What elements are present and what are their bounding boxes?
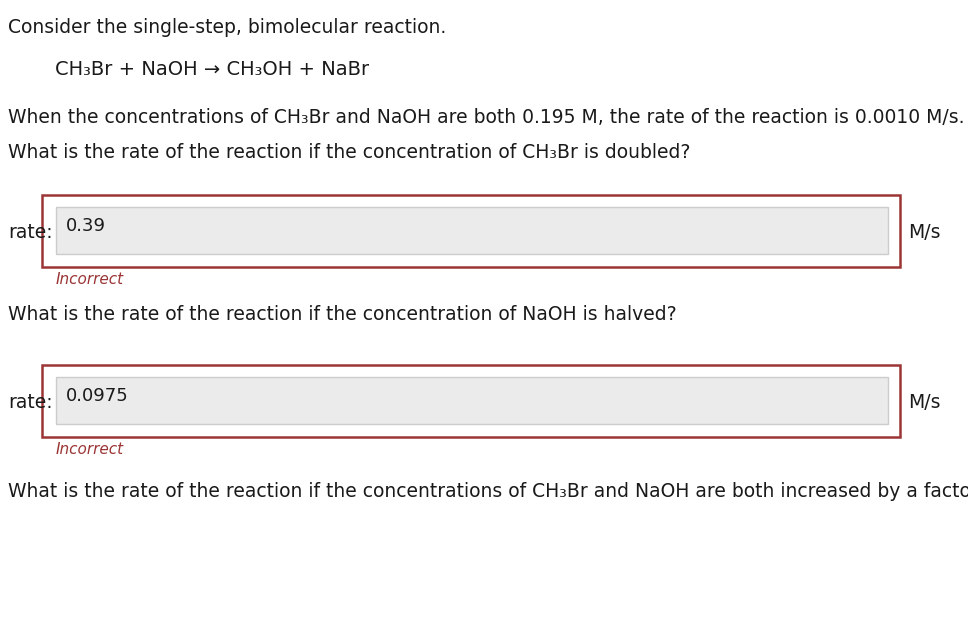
Text: Incorrect: Incorrect (56, 442, 124, 457)
Text: CH₃Br + NaOH → CH₃OH + NaBr: CH₃Br + NaOH → CH₃OH + NaBr (55, 60, 369, 79)
Text: M/s: M/s (908, 223, 941, 242)
Text: When the concentrations of CH₃Br and NaOH are both 0.195 M, the rate of the reac: When the concentrations of CH₃Br and NaO… (8, 108, 964, 127)
Text: Consider the single-step, bimolecular reaction.: Consider the single-step, bimolecular re… (8, 18, 446, 37)
Text: 0.0975: 0.0975 (66, 387, 129, 405)
Text: What is the rate of the reaction if the concentrations of CH₃Br and NaOH are bot: What is the rate of the reaction if the … (8, 482, 968, 501)
Text: rate:: rate: (8, 393, 52, 412)
Text: rate:: rate: (8, 223, 52, 242)
Text: What is the rate of the reaction if the concentration of NaOH is halved?: What is the rate of the reaction if the … (8, 305, 677, 324)
Bar (42, 195, 900, 267)
Bar (42, 365, 900, 437)
Text: 0.39: 0.39 (66, 217, 106, 235)
Bar (56, 207, 888, 254)
Text: M/s: M/s (908, 393, 941, 412)
Text: Incorrect: Incorrect (56, 272, 124, 287)
Text: What is the rate of the reaction if the concentration of CH₃Br is doubled?: What is the rate of the reaction if the … (8, 143, 690, 162)
Bar (56, 377, 888, 424)
